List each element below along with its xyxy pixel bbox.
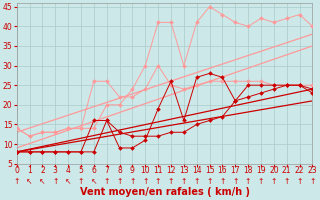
X-axis label: Vent moyen/en rafales ( km/h ): Vent moyen/en rafales ( km/h ) <box>80 187 250 197</box>
